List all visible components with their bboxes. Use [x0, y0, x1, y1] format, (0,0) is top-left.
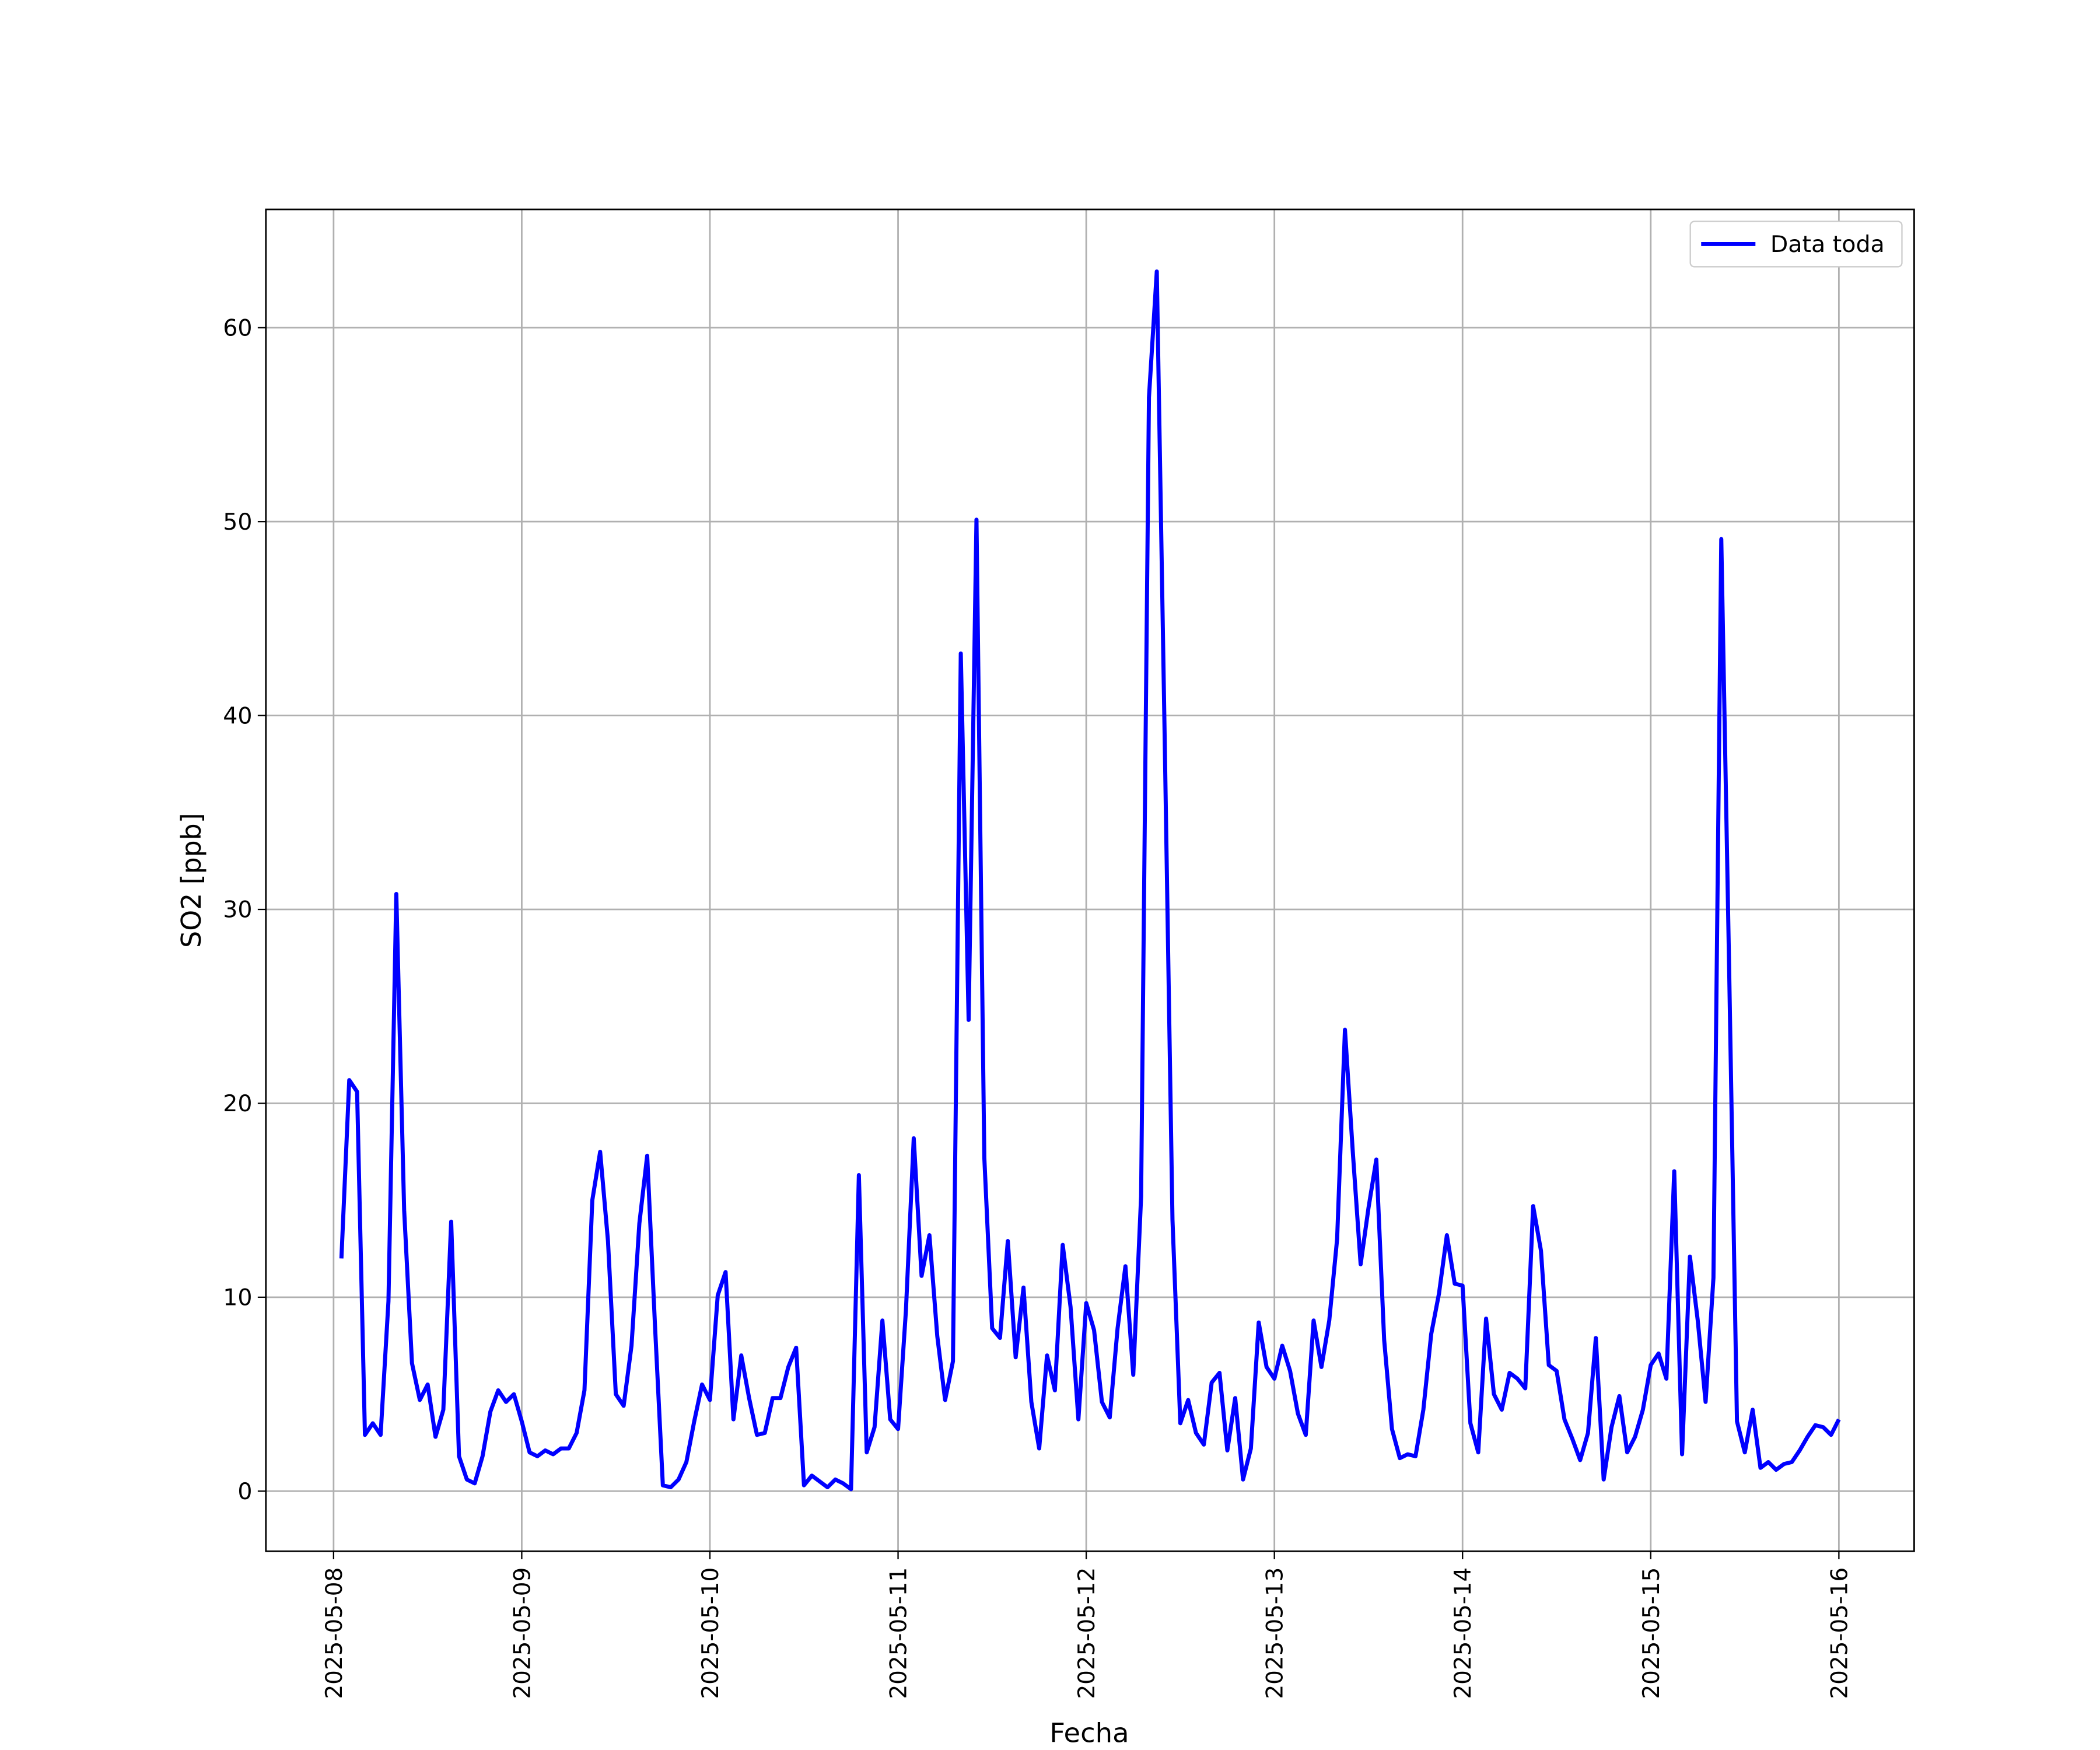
x-tick-label: 2025-05-16: [1826, 1567, 1853, 1699]
y-tick-label: 10: [223, 1285, 252, 1311]
x-tick-label: 2025-05-13: [1262, 1567, 1288, 1699]
x-tick-label: 2025-05-08: [321, 1567, 348, 1699]
plot-frame: [265, 208, 1915, 1552]
y-tick-label: 40: [223, 704, 252, 730]
y-tick-label: 50: [223, 509, 252, 536]
x-tick-label: 2025-05-12: [1074, 1567, 1100, 1699]
x-tick-label: 2025-05-11: [886, 1567, 912, 1699]
y-tick-label: 60: [223, 316, 252, 342]
data-line: [339, 269, 1841, 1492]
y-axis-label: SO2 [ppb]: [176, 813, 207, 947]
legend-box: [1689, 220, 1903, 268]
legend-label: Data toda: [1770, 232, 1885, 258]
x-tick-label: 2025-05-09: [509, 1567, 536, 1699]
y-tick-label: 30: [223, 897, 252, 923]
x-tick-label: 2025-05-14: [1450, 1567, 1476, 1699]
y-tick-label: 0: [237, 1479, 252, 1505]
x-tick-label: 2025-05-15: [1638, 1567, 1664, 1699]
x-axis-label: Fecha: [1049, 1717, 1129, 1749]
y-tick-label: 20: [223, 1091, 252, 1117]
x-tick-label: 2025-05-10: [698, 1567, 724, 1699]
